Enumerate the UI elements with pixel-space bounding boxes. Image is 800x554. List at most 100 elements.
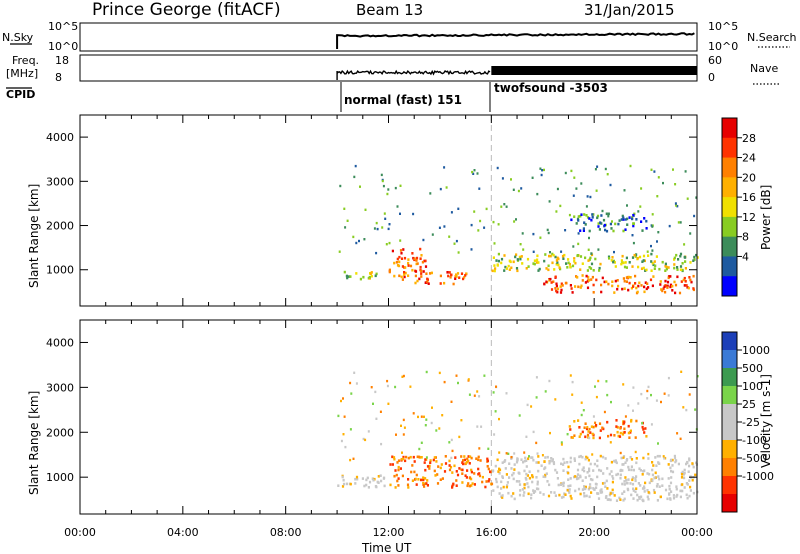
echo-cell [465,476,468,479]
echo-cell [393,457,396,461]
echo-cell [477,472,480,476]
echo-cell [547,494,551,498]
echo-cell [435,429,438,432]
echo-cell [573,434,576,437]
echo-cell [685,284,688,287]
velocity-panel-frame [79,319,698,515]
echo-cell [598,228,601,231]
echo-cell [668,484,671,488]
colorbar-segment [722,276,737,297]
echo-cell [659,280,662,283]
echo-cell [588,229,591,233]
echo-cell [689,261,692,264]
echo-cell [641,487,645,490]
echo-cell [396,257,399,261]
echo-cell [528,476,531,480]
echo-cell [650,393,652,397]
echo-cell [451,484,454,488]
echo-cell [688,457,691,460]
echo-cell [556,290,559,294]
echo-cell [552,461,555,464]
echo-cell [609,498,612,502]
echo-cell [578,455,581,459]
echo-cell [681,262,684,265]
echo-cell [438,226,441,229]
echo-cell [669,481,673,485]
echo-cell [383,484,386,488]
echo-cell [677,221,680,224]
echo-cell [690,280,693,284]
echo-cell [619,473,622,477]
echo-cell [548,461,551,465]
echo-cell [636,256,639,260]
echo-cell [578,426,581,429]
echo-cell [673,454,676,458]
echo-cell [635,487,638,490]
echo-cell [632,241,635,245]
noise-panel-frame [79,22,698,52]
echo-cell [588,266,591,269]
echo-cell [417,415,419,419]
echo-cell [455,374,458,377]
echo-cell [548,200,551,203]
echo-cell [638,495,641,499]
x-tick-label: 16:00 [475,526,507,539]
echo-cell [425,456,428,459]
freq-line [336,69,491,80]
echo-cell [510,467,513,470]
echo-cell [587,259,590,262]
echo-cell [521,262,524,265]
echo-cell [622,421,626,425]
colorbar-tick-label: 100 [742,380,763,393]
echo-cell [662,455,665,458]
echo-cell [590,262,594,266]
echo-cell [424,458,427,461]
echo-cell [473,169,476,172]
echo-cell [580,413,583,417]
echo-cell [671,289,674,292]
echo-cell [588,258,591,261]
echo-cell [591,432,594,436]
echo-cell [492,220,495,224]
velocity-colorbar-label: Velocity [m s-1] [759,374,773,468]
echo-cell [532,489,535,492]
echo-cell [481,480,484,484]
echo-cell [355,382,358,385]
echo-cell [406,483,410,487]
echo-cell [573,457,576,460]
echo-cell [640,284,643,287]
echo-cell [651,213,654,216]
echo-cell [634,479,637,483]
echo-cell [577,477,580,480]
echo-cell [439,478,442,481]
echo-cell [552,253,555,257]
echo-cell [644,427,647,430]
echo-cell [692,274,695,278]
echo-cell [518,493,522,497]
echo-cell [687,286,690,290]
colorbar-segment [722,368,737,387]
echo-cell [437,465,440,468]
echo-cell [598,422,602,425]
echo-cell [456,473,460,477]
echo-cell [646,472,649,475]
noise-tick-right-bottom: 10^0 [708,40,738,53]
echo-cell [623,265,627,269]
echo-cell [443,166,446,169]
noise-tick-top: 10^5 [48,20,78,33]
echo-cell [338,250,341,253]
echo-cell [626,223,629,226]
echo-cell [639,205,642,208]
echo-cell [349,428,352,431]
echo-cell [418,277,421,281]
echo-cell [573,215,576,218]
echo-cell [616,426,619,429]
echo-cell [475,457,478,460]
echo-cell [610,227,613,230]
echo-cell [609,433,613,437]
echo-cell [582,409,585,412]
echo-cell [655,464,658,467]
echo-cell [579,492,582,496]
echo-cell [562,463,565,466]
echo-cell [658,477,661,481]
